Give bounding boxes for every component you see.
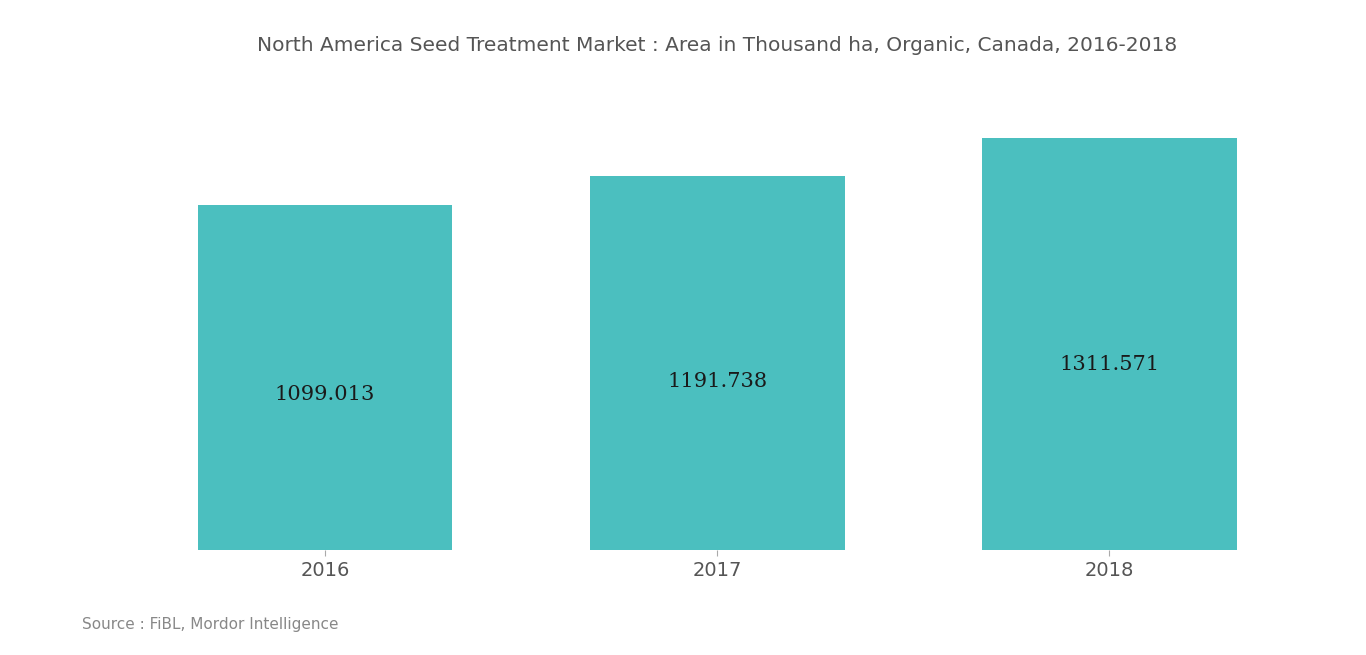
Bar [590, 176, 844, 550]
Bar [982, 138, 1236, 550]
Text: 1099.013: 1099.013 [275, 385, 376, 404]
Title: North America Seed Treatment Market : Area in Thousand ha, Organic, Canada, 2016: North America Seed Treatment Market : Ar… [257, 36, 1177, 55]
Text: 1191.738: 1191.738 [667, 372, 768, 391]
Bar [198, 204, 452, 550]
Text: Source : FiBL, Mordor Intelligence: Source : FiBL, Mordor Intelligence [82, 617, 339, 632]
Text: 1311.571: 1311.571 [1059, 355, 1160, 374]
